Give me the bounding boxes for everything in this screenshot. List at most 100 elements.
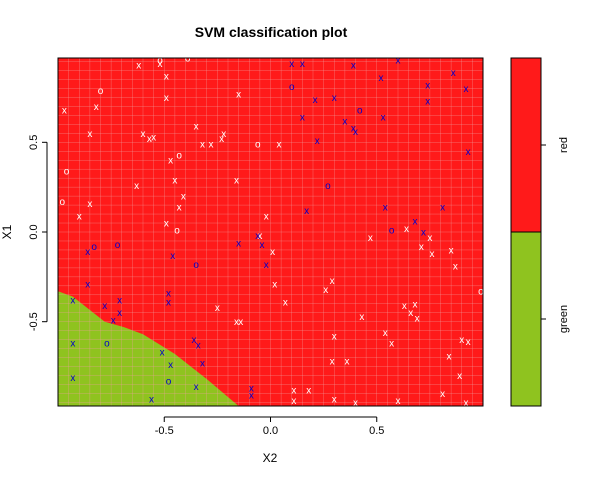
support-vector-x: x (168, 360, 173, 371)
support-vector-x: x (249, 391, 254, 402)
data-point-x: x (415, 314, 420, 325)
support-vector-x: x (160, 348, 165, 359)
data-point-o: o (64, 167, 70, 178)
color-legend: red green (510, 57, 570, 407)
data-point-x: x (408, 308, 413, 319)
data-point-x: x (94, 102, 99, 113)
legend-label-green: green (558, 305, 570, 333)
support-vector-x: x (413, 217, 418, 228)
data-point-x: x (87, 199, 92, 210)
data-point-x: x (291, 396, 296, 407)
support-vector-x: x (353, 127, 358, 138)
support-vector-x: x (70, 296, 75, 307)
support-vector-x: x (425, 97, 430, 108)
data-point-o: o (176, 150, 182, 161)
data-point-x: x (332, 332, 337, 343)
data-point-x: x (147, 134, 152, 145)
data-point-x: x (134, 181, 139, 192)
data-point-x: x (194, 122, 199, 133)
data-point-x: x (283, 297, 288, 308)
support-vector-x: x (289, 59, 294, 70)
support-vector-x: x (255, 231, 260, 242)
support-vector-o: o (289, 82, 295, 93)
support-vector-x: x (464, 84, 469, 95)
support-vector-x: x (70, 373, 75, 384)
data-point-x: x (158, 59, 163, 70)
support-vector-x: x (421, 228, 426, 239)
data-point-x: x (234, 317, 239, 328)
support-vector-o: o (325, 181, 331, 192)
support-vector-x: x (85, 247, 90, 258)
plot-border (57, 57, 484, 407)
support-vector-x: x (70, 339, 75, 350)
data-point-x: x (141, 129, 146, 140)
y-tick-label: 0.0 (28, 224, 40, 239)
support-vector-x: x (315, 136, 320, 147)
data-point-o: o (185, 54, 191, 65)
support-vector-x: x (383, 202, 388, 213)
data-point-x: x (453, 262, 458, 273)
data-point-x: x (359, 312, 364, 323)
grid (57, 58, 484, 406)
data-point-x: x (219, 134, 224, 145)
y-axis-label: X1 (0, 224, 14, 239)
data-point-x: x (306, 385, 311, 396)
support-vector-x: x (200, 358, 205, 369)
data-point-x: x (447, 351, 452, 362)
support-vector-x: x (85, 280, 90, 291)
support-vector-x: x (379, 73, 384, 84)
data-point-x: x (459, 335, 464, 346)
data-point-x: x (404, 224, 409, 235)
data-point-x: x (168, 156, 173, 167)
data-point-o: o (98, 86, 104, 97)
data-point-x: x (221, 129, 226, 140)
x-axis: -0.5 0.0 0.5 (155, 416, 384, 437)
support-vector-o: o (193, 260, 199, 271)
data-point-o: o (174, 226, 180, 237)
data-point-x: x (440, 389, 445, 400)
support-vector-o: o (166, 376, 172, 387)
support-vector-x: x (264, 260, 269, 271)
support-vector-x: x (466, 147, 471, 158)
support-vector-x: x (425, 80, 430, 91)
data-point-x: x (419, 242, 424, 253)
support-vector-x: x (304, 206, 309, 217)
data-point-x: x (413, 299, 418, 310)
data-point-x: x (181, 192, 186, 203)
data-point-x: x (277, 140, 282, 151)
data-point-x: x (215, 303, 220, 314)
data-point-x: x (270, 247, 275, 258)
support-vector-x: x (332, 93, 337, 104)
x-axis-label: X2 (263, 451, 278, 465)
support-vector-x: x (249, 384, 254, 395)
support-vector-x: x (440, 202, 445, 213)
data-point-x: x (164, 219, 169, 230)
data-point-x: x (466, 337, 471, 348)
data-point-x: x (238, 317, 243, 328)
data-point-x: x (291, 385, 296, 396)
chart-title: SVM classification plot (195, 24, 348, 40)
legend-swatch-green (510, 231, 542, 407)
data-point-x: x (136, 61, 141, 72)
x-tick-label: 0.0 (263, 425, 278, 437)
support-vector-x: x (381, 113, 386, 124)
support-vector-x: x (166, 288, 171, 299)
data-point-x: x (430, 249, 435, 260)
data-point-x: x (402, 301, 407, 312)
support-vector-x: x (300, 113, 305, 124)
support-vector-x: x (111, 315, 116, 326)
data-point-x: x (323, 285, 328, 296)
data-point-x: x (164, 71, 169, 82)
data-point-x: x (236, 89, 241, 100)
data-point-x: x (457, 371, 462, 382)
support-vector-x: x (236, 238, 241, 249)
support-vector-x: x (313, 95, 318, 106)
data-point-x: x (87, 129, 92, 140)
data-point-x: x (427, 233, 432, 244)
data-point-o: o (59, 197, 65, 208)
support-vector-x: x (117, 296, 122, 307)
support-vector-x: x (196, 341, 201, 352)
support-vector-x: x (451, 68, 456, 79)
